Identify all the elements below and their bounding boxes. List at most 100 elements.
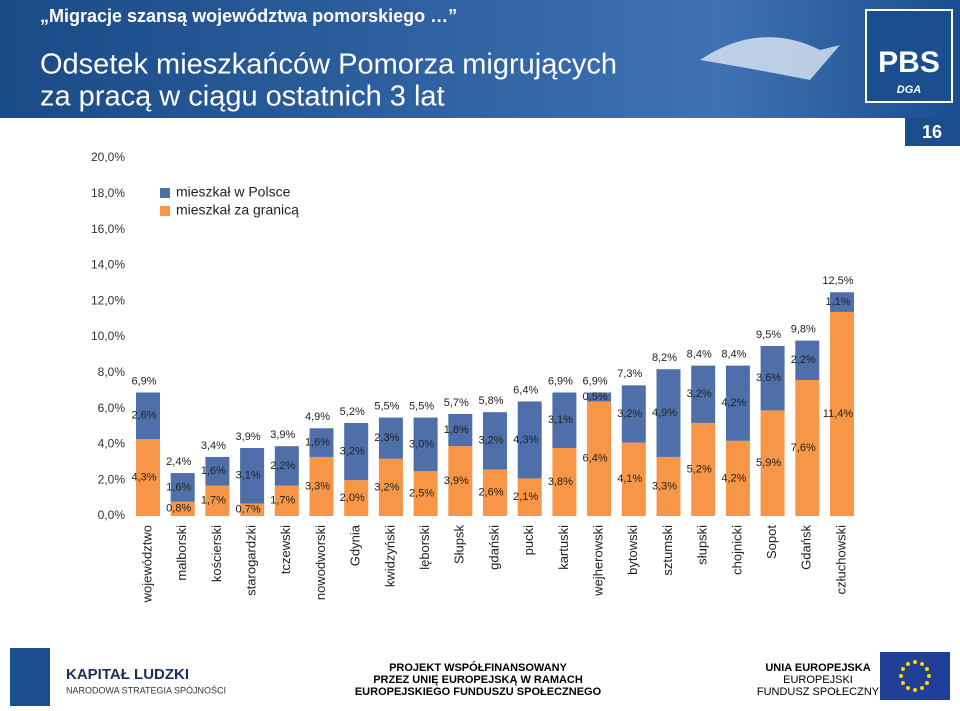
footer-left: KAPITAŁ LUDZKI bbox=[66, 666, 189, 683]
value-label: 3,2% bbox=[617, 408, 642, 420]
total-label: 6,4% bbox=[513, 384, 538, 396]
footer-left: NARODOWA STRATEGIA SPÓJNOŚCI bbox=[66, 684, 226, 695]
bar-segment bbox=[205, 456, 230, 486]
bar-segment bbox=[274, 446, 299, 486]
bar-segment bbox=[830, 292, 854, 312]
total-label: 6,9% bbox=[131, 375, 156, 387]
bar-segment bbox=[170, 473, 195, 502]
footer-center: PRZEZ UNIĘ EUROPEJSKĄ W RAMACH bbox=[373, 674, 583, 686]
bar-segment bbox=[413, 417, 438, 472]
x-tick-label: kwidzyński bbox=[382, 525, 397, 587]
x-tick-label: gdański bbox=[486, 525, 501, 570]
total-label: 8,4% bbox=[721, 349, 746, 361]
value-label: 2,5% bbox=[409, 488, 434, 500]
header-title: za pracą w ciągu ostatnich 3 lat bbox=[40, 81, 445, 113]
bar-segment bbox=[621, 385, 646, 443]
legend-swatch bbox=[160, 188, 170, 198]
footer-center: PROJEKT WSPÓŁFINANSOWANY bbox=[389, 661, 568, 674]
value-label: 1,7% bbox=[201, 495, 226, 507]
y-tick-label: 6,0% bbox=[98, 401, 126, 415]
value-label: 4,1% bbox=[617, 473, 642, 485]
value-label: 4,3% bbox=[131, 471, 156, 483]
bar-segment bbox=[448, 446, 473, 516]
y-tick-label: 16,0% bbox=[91, 222, 125, 236]
bar-segment bbox=[552, 392, 577, 448]
x-tick-label: Sopot bbox=[764, 525, 779, 559]
total-label: 8,2% bbox=[652, 352, 677, 364]
header-subtitle: „Migracje szansą województwa pomorskiego… bbox=[40, 6, 457, 26]
bar-segment bbox=[483, 412, 507, 470]
header-title: Odsetek mieszkańców Pomorza migrujących bbox=[40, 49, 617, 81]
x-tick-label: malborski bbox=[174, 525, 189, 581]
bar-segment bbox=[587, 392, 612, 402]
bar-segment bbox=[309, 428, 334, 457]
value-label: 3,9% bbox=[444, 475, 469, 487]
x-tick-label: bytowski bbox=[625, 525, 640, 575]
bar-segment bbox=[378, 417, 403, 459]
value-label: 1,6% bbox=[201, 465, 226, 477]
value-label: 3,8% bbox=[548, 476, 573, 488]
bar-segment bbox=[483, 469, 507, 516]
x-tick-label: pucki bbox=[521, 525, 536, 555]
bar-segment bbox=[136, 439, 160, 516]
value-label: 1,6% bbox=[166, 481, 191, 493]
value-label: 3,6% bbox=[756, 372, 781, 384]
total-label: 9,5% bbox=[756, 329, 781, 341]
x-tick-label: województwo bbox=[139, 525, 154, 603]
bar-segment bbox=[760, 410, 785, 516]
y-tick-label: 18,0% bbox=[91, 186, 125, 200]
legend-label: mieszkał w Polsce bbox=[176, 184, 291, 200]
bar-segment bbox=[309, 456, 334, 516]
bar-segment bbox=[795, 340, 820, 380]
value-label: 5,2% bbox=[687, 463, 712, 475]
x-tick-label: wejherowski bbox=[591, 525, 606, 597]
bar-segment bbox=[517, 401, 542, 479]
bar-segment bbox=[378, 458, 403, 516]
value-label: 5,9% bbox=[756, 457, 781, 469]
bar-segment bbox=[830, 311, 854, 516]
value-label: 4,2% bbox=[721, 397, 746, 409]
value-label: 4,9% bbox=[652, 407, 677, 419]
kl-logo bbox=[10, 648, 50, 706]
value-label: 1,8% bbox=[444, 424, 469, 436]
value-label: 2,3% bbox=[374, 432, 399, 444]
logo: PBS bbox=[878, 46, 940, 79]
x-tick-label: kościerski bbox=[209, 525, 224, 582]
bar-segment bbox=[344, 422, 369, 481]
total-label: 5,5% bbox=[409, 400, 434, 412]
page-number-box bbox=[905, 118, 960, 146]
x-tick-label: sztumski bbox=[660, 525, 675, 576]
value-label: 11,4% bbox=[823, 408, 854, 420]
total-label: 9,8% bbox=[791, 323, 816, 335]
value-label: 1,7% bbox=[270, 495, 295, 507]
x-tick-label: kartuski bbox=[556, 525, 571, 570]
bar-segment bbox=[136, 392, 160, 440]
bar-segment bbox=[725, 365, 750, 441]
total-label: 12,5% bbox=[822, 275, 853, 287]
logo-box bbox=[865, 9, 953, 103]
value-label: 2,2% bbox=[270, 460, 295, 472]
bar-segment bbox=[691, 365, 716, 423]
value-label: 1,6% bbox=[305, 437, 330, 449]
bar-segment bbox=[205, 485, 230, 516]
bird-graphic bbox=[700, 37, 840, 80]
bar-segment bbox=[517, 478, 542, 516]
total-label: 5,7% bbox=[444, 397, 469, 409]
value-label: 3,2% bbox=[687, 388, 712, 400]
value-label: 0,5% bbox=[583, 391, 608, 403]
value-label: 2,6% bbox=[131, 410, 156, 422]
y-tick-label: 2,0% bbox=[98, 472, 126, 486]
y-tick-label: 14,0% bbox=[91, 258, 125, 272]
footer-center: EUROPEJSKIEGO FUNDUSZU SPOŁECZNEGO bbox=[355, 686, 602, 698]
value-label: 3,1% bbox=[548, 414, 573, 426]
value-label: 4,2% bbox=[721, 472, 746, 484]
total-label: 7,3% bbox=[617, 368, 642, 380]
eu-flag bbox=[880, 652, 950, 700]
bar-segment bbox=[170, 501, 195, 516]
x-tick-label: Gdańsk bbox=[799, 525, 814, 570]
y-tick-label: 20,0% bbox=[91, 150, 125, 164]
bar-segment bbox=[587, 401, 612, 516]
value-label: 3,0% bbox=[409, 438, 434, 450]
value-label: 3,2% bbox=[374, 481, 399, 493]
